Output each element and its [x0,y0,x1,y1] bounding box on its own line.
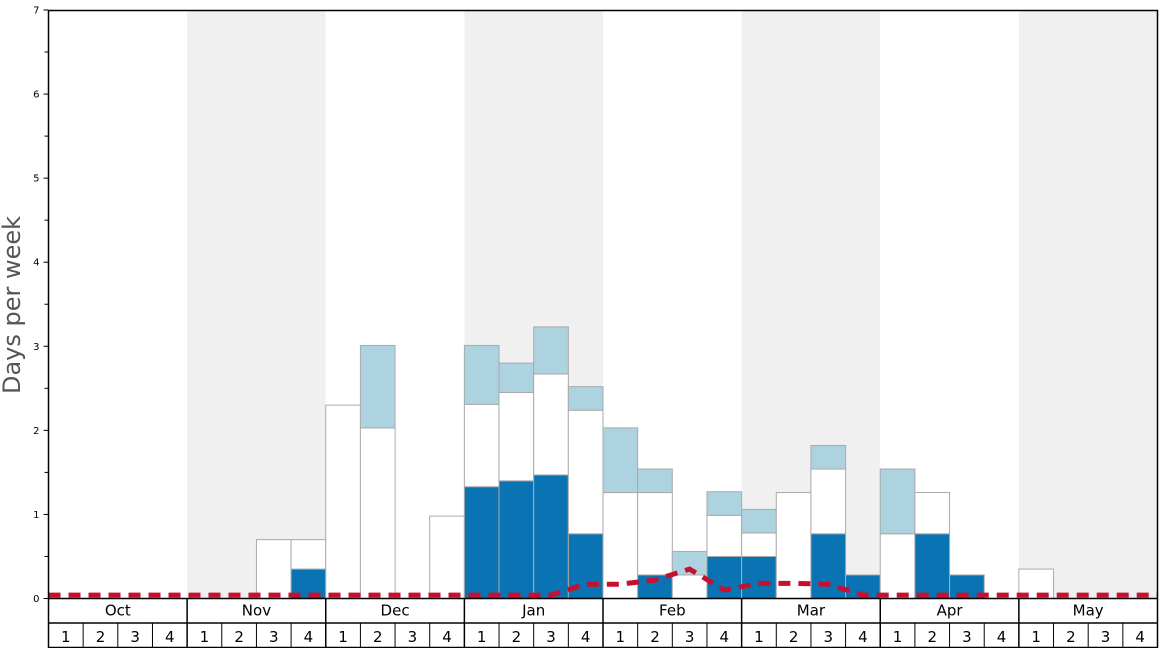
bar-week-21-segment-3 [741,508,777,534]
month-label-may: May [1073,602,1104,620]
week-label-oct-2: 2 [96,628,106,646]
month-band-oct [48,10,188,599]
bar-week-26-segment-2 [914,492,951,535]
bar-week-13-segment-2 [463,403,500,488]
week-label-mar-1: 1 [754,628,764,646]
week-label-may-3: 3 [1101,628,1111,646]
bar-layer [255,326,1055,600]
y-tick-label-4: 4 [33,258,39,269]
y-tick-label-7: 7 [33,6,39,17]
week-label-nov-1: 1 [200,628,210,646]
month-label-oct: Oct [105,602,131,620]
y-axis-title: Days per week [0,216,26,394]
week-label-dec-3: 3 [408,628,418,646]
week-label-feb-1: 1 [616,628,626,646]
week-label-feb-2: 2 [650,628,660,646]
week-label-jan-1: 1 [477,628,487,646]
bar-week-18-segment-2 [637,492,673,576]
week-label-jan-3: 3 [546,628,556,646]
bar-week-15-segment-3 [533,326,569,375]
bar-week-18-segment-3 [637,468,673,494]
week-label-apr-2: 2 [927,628,937,646]
bar-week-25-segment-3 [879,468,916,535]
month-label-feb: Feb [659,602,686,620]
bar-week-20-segment-2 [706,514,743,557]
week-label-feb-4: 4 [720,628,730,646]
bar-week-14-segment-3 [498,362,535,394]
month-label-mar: Mar [797,602,826,620]
month-band-may [1018,10,1158,599]
y-tick-label-0: 0 [33,594,39,605]
week-label-jan-4: 4 [581,628,591,646]
y-tick-label-6: 6 [33,90,39,101]
bar-week-14-segment-1 [498,480,535,599]
week-label-dec-4: 4 [442,628,452,646]
bar-week-14-segment-2 [498,392,535,482]
x-axis: Oct 1 2 3 4 Nov 1 2 3 4 Dec 1 2 3 4 Jan 1 2 3 4 Feb 1 2 3 4 Mar 1 2… [48,597,1158,647]
week-label-feb-3: 3 [685,628,695,646]
week-label-apr-4: 4 [997,628,1007,646]
y-axis: 0 1 2 3 4 5 6 7 [33,6,49,605]
bar-week-23-segment-2 [810,468,847,535]
week-label-oct-1: 1 [61,628,71,646]
week-label-dec-2: 2 [373,628,383,646]
bar-week-22-segment-2 [775,492,812,600]
week-label-may-1: 1 [1031,628,1041,646]
bar-week-16-segment-2 [567,409,604,535]
y-tick-label-1: 1 [33,510,39,521]
y-tick-label-5: 5 [33,174,39,185]
bar-week-16-segment-3 [567,386,604,411]
month-label-dec: Dec [381,602,410,620]
bar-week-9-segment-2 [325,404,361,599]
week-label-apr-3: 3 [962,628,972,646]
bar-week-20-segment-3 [706,491,743,516]
week-label-jan-2: 2 [512,628,522,646]
bar-week-13-segment-1 [463,486,500,599]
month-label-nov: Nov [242,602,271,620]
week-label-nov-2: 2 [234,628,244,646]
bar-week-10-segment-2 [359,427,396,599]
week-label-mar-2: 2 [789,628,799,646]
bar-week-23-segment-3 [810,444,847,470]
week-label-mar-3: 3 [823,628,833,646]
bar-week-13-segment-3 [463,344,500,405]
bar-week-26-segment-1 [914,533,951,600]
month-band-nov [187,10,326,599]
bar-week-15-segment-2 [533,373,569,476]
bar-week-7-segment-2 [255,539,292,600]
y-tick-label-3: 3 [33,342,39,353]
week-label-dec-1: 1 [338,628,348,646]
bar-week-8-segment-2 [290,539,327,570]
week-label-apr-1: 1 [893,628,903,646]
bar-week-19-segment-2 [671,574,708,600]
week-label-may-4: 4 [1135,628,1145,646]
y-tick-label-2: 2 [33,426,39,437]
week-label-oct-4: 4 [165,628,175,646]
month-label-apr: Apr [937,602,964,620]
week-label-oct-3: 3 [130,628,140,646]
month-label-jan: Jan [521,602,545,620]
week-label-nov-3: 3 [269,628,279,646]
week-label-nov-4: 4 [304,628,314,646]
average-line [48,566,1158,598]
bar-week-10-segment-3 [359,344,396,429]
bar-week-12-segment-2 [429,515,465,599]
bar-week-17-segment-3 [602,427,639,494]
bar-week-21-segment-2 [741,532,777,557]
week-label-mar-4: 4 [858,628,868,646]
week-label-may-2: 2 [1066,628,1076,646]
bar-week-15-segment-1 [533,474,569,600]
bar-week-21-segment-1 [741,555,777,600]
average-line-layer [48,566,1158,598]
bar-week-25-segment-2 [879,533,916,600]
